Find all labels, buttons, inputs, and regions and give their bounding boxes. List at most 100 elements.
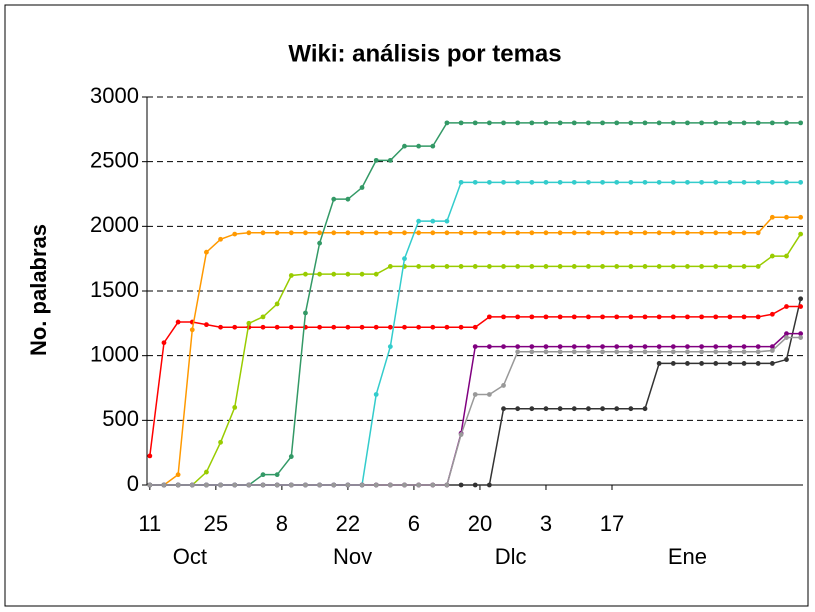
series-marker [670,314,676,320]
series-marker [571,314,577,320]
series-marker [529,344,535,350]
series-marker [685,349,690,355]
series-marker [699,349,705,355]
series-marker [769,311,775,317]
series-marker [670,179,676,185]
series-marker [628,179,634,185]
series-marker [571,120,577,126]
series-marker [798,231,804,237]
series-marker [769,348,775,353]
series-marker [147,482,153,488]
series-marker [260,482,266,488]
series-marker [515,406,521,412]
series-marker [628,120,634,126]
series-marker [359,230,365,236]
series-marker [387,344,393,350]
series-marker [769,120,775,126]
series-marker [232,324,238,330]
series-marker [656,120,662,126]
series-marker [727,179,733,185]
series-marker [713,361,719,366]
series-marker [614,179,620,185]
series-marker [557,230,563,236]
series-marker [501,406,506,412]
series-marker [402,143,407,149]
series-marker [642,179,648,185]
series-marker [557,349,563,355]
series-marker [331,196,337,202]
x-tick-label: 25 [204,511,228,536]
series-marker [387,157,393,163]
series-marker [798,214,804,220]
series-marker [515,349,521,355]
series-marker [274,472,280,478]
series-marker [571,344,577,350]
series-marker [670,361,676,366]
series-marker [727,120,733,126]
series-marker [614,344,620,350]
series-marker [656,344,662,350]
series-marker [232,405,238,410]
series-marker [656,314,662,320]
series-marker [486,482,492,488]
series-marker [189,482,195,488]
series-marker [274,324,280,330]
series-marker [288,230,294,236]
series-marker [373,324,379,330]
series-marker [586,314,591,320]
series-marker [359,482,365,488]
series-marker [430,482,436,488]
series-marker [784,120,789,126]
series-marker [430,143,436,149]
series-marker [784,357,789,362]
series-marker [685,344,690,350]
series-marker [543,344,549,350]
series-marker [331,482,337,488]
series-marker [458,230,464,236]
series-marker [656,264,662,269]
series-marker [628,406,634,412]
y-tick-label: 1000 [90,341,139,366]
series-marker [430,264,436,269]
month-label: Dlc [495,544,527,569]
series-marker [727,264,733,269]
series-marker [317,271,323,277]
chart-frame [4,4,809,607]
y-tick-label: 2000 [90,212,139,237]
series-marker [529,120,535,126]
series-marker [387,230,393,236]
series-marker [713,344,719,350]
series-marker [656,361,662,366]
y-tick-label: 0 [127,471,139,496]
series-marker [472,344,478,350]
series-marker [444,218,450,224]
series-marker [543,406,549,412]
series-marker [784,253,789,259]
series-marker [741,361,747,366]
series-marker [798,304,804,309]
series-marker [628,344,634,350]
series-marker [345,271,351,277]
series-marker [784,304,789,309]
series-marker [458,264,464,269]
series-marker [798,335,804,340]
series-marker [204,322,209,328]
series-marker [741,344,747,350]
series-marker [586,349,591,355]
series-marker [600,120,605,126]
series-marker [303,230,308,236]
series-marker [656,230,662,236]
series-marker [642,344,648,350]
series-marker [586,344,591,350]
series-marker [303,271,308,277]
x-tick-label: 20 [468,511,492,536]
series-marker [713,230,719,236]
series-marker [486,179,492,185]
series-marker [543,349,549,355]
series-marker [472,179,478,185]
series-marker [288,454,294,459]
series-marker [175,319,181,325]
series-marker [274,482,280,488]
series-marker [600,314,605,320]
series-marker [628,349,634,355]
